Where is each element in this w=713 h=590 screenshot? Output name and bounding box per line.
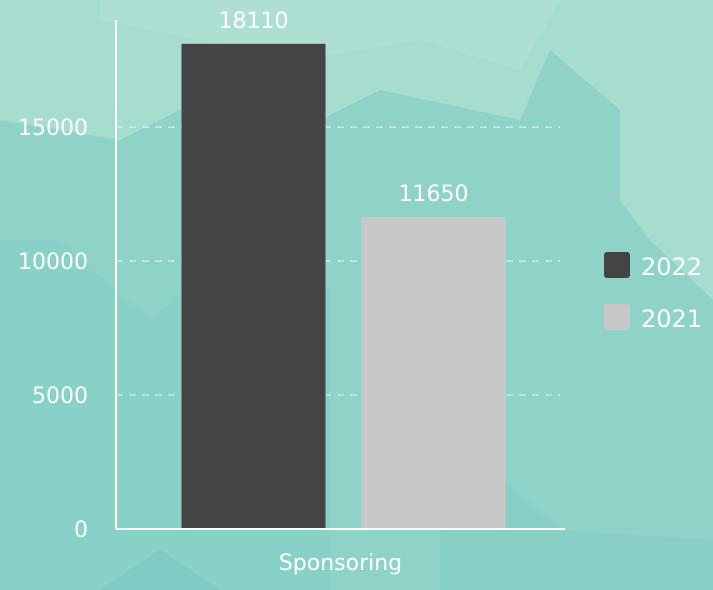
legend-swatch-2022: [604, 252, 630, 278]
axes: [115, 20, 565, 530]
bar-2021: [361, 216, 506, 529]
y-tick-label-5000: 5000: [32, 384, 88, 409]
x-tick-label: Sponsoring: [279, 551, 402, 576]
y-tick-label-15000: 15000: [18, 116, 88, 141]
bars: [181, 43, 506, 530]
legend: 2022 2021: [604, 252, 702, 333]
bar-2022: [181, 43, 326, 530]
legend-label-2021: 2021: [641, 305, 702, 333]
y-tick-label-10000: 10000: [18, 250, 88, 275]
labels: 0 5000 10000 15000 18110 11650 Sponsoring: [18, 9, 469, 576]
data-label-2021: 11650: [399, 182, 469, 207]
data-label-2022: 18110: [219, 9, 289, 34]
y-tick-label-0: 0: [74, 518, 88, 543]
legend-swatch-2021: [604, 304, 630, 330]
legend-label-2022: 2022: [641, 253, 702, 281]
